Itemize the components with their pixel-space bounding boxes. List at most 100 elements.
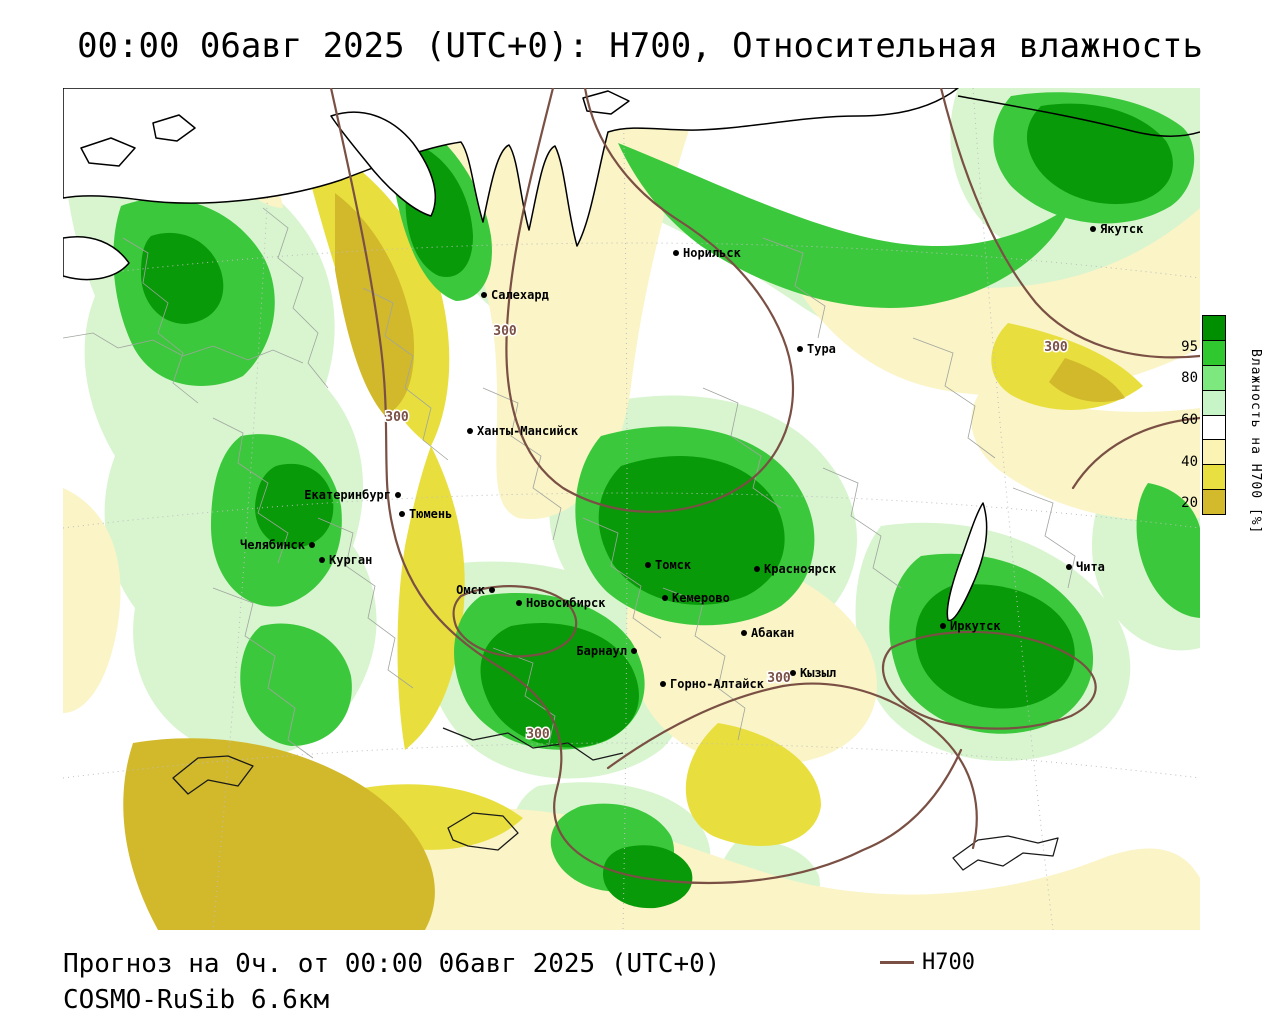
- city: Якутск: [1090, 222, 1144, 236]
- coast-inlet: [63, 236, 130, 281]
- state-border: [952, 835, 1059, 871]
- city-marker: [790, 670, 796, 676]
- footer-captions: Прогноз на 0ч. от 00:00 06авг 2025 (UTC+…: [63, 946, 720, 1018]
- state-border: [442, 727, 624, 761]
- city-marker: [399, 511, 405, 517]
- island: [80, 137, 136, 167]
- colorbar-tick: 80: [1181, 370, 1198, 386]
- colorbar-tick: 20: [1181, 495, 1198, 511]
- city-marker: [741, 630, 747, 636]
- city-label: Якутск: [1100, 222, 1144, 236]
- city: Красноярск: [754, 562, 837, 576]
- humidity-shading-dark-green: [141, 103, 1173, 909]
- colorbar-tick: 60: [1181, 412, 1198, 428]
- city-label: Челябинск: [240, 538, 306, 552]
- city-label: Иркутск: [950, 619, 1001, 633]
- north-east-coast: [957, 95, 1200, 138]
- city: Барнаул: [576, 644, 637, 658]
- colorbar-title: Влажность на H700 [%]: [1248, 349, 1263, 535]
- colorbar: Влажность на H700 [%] 95 80 60 40 20: [1181, 315, 1263, 534]
- colorbar-cell: [1203, 364, 1225, 390]
- colorbar-cell: [1203, 389, 1225, 415]
- city: Кемерово: [662, 591, 730, 605]
- city-label: Кызыл: [800, 666, 836, 680]
- city-label: Тура: [807, 342, 836, 356]
- colorbar-cell: [1203, 464, 1225, 490]
- city-marker: [940, 623, 946, 629]
- graticule-layer: [63, 88, 1200, 930]
- city: Кызыл: [790, 666, 836, 680]
- colorbar-cells: [1202, 315, 1226, 515]
- city-label: Тюмень: [409, 507, 452, 521]
- city: Иркутск: [940, 619, 1001, 633]
- city-label: Абакан: [751, 626, 794, 640]
- contour-value-label: 300: [526, 727, 550, 742]
- state-border: [447, 812, 519, 851]
- colorbar-tick: 95: [1181, 339, 1198, 355]
- humidity-map: 300 300 300 300 300 Норильск Салехард Тура Якут…: [63, 88, 1200, 930]
- map-canvas: 300 300 300 300 300 Норильск Салехард Тура Якут…: [63, 88, 1200, 930]
- colorbar-cell: [1203, 339, 1225, 365]
- contour-value-label: 300: [493, 324, 517, 339]
- city-marker: [1090, 226, 1096, 232]
- contour-value-label: 300: [1044, 340, 1068, 355]
- state-border: [172, 755, 254, 795]
- city-label: Кемерово: [672, 591, 730, 605]
- city-label: Курган: [329, 553, 372, 567]
- humidity-shading-pale-yellow: [63, 88, 1200, 930]
- coastline-layer: [63, 88, 1200, 871]
- colorbar-cell: [1203, 316, 1225, 340]
- city-marker: [395, 492, 401, 498]
- admin-borders-layer: [63, 207, 1076, 759]
- city: Салехард: [481, 288, 549, 302]
- forecast-caption: Прогноз на 0ч. от 00:00 06авг 2025 (UTC+…: [63, 949, 721, 979]
- city-marker: [662, 595, 668, 601]
- city-marker: [309, 542, 315, 548]
- city: Челябинск: [240, 538, 315, 552]
- city: Томск: [645, 558, 692, 572]
- city: Новосибирск: [516, 596, 606, 610]
- city-marker: [467, 428, 473, 434]
- colorbar-tick: 40: [1181, 454, 1198, 470]
- contour-value-label: 300: [767, 671, 791, 686]
- city-marker: [631, 648, 637, 654]
- colorbar-cell: [1203, 414, 1225, 440]
- city-marker: [673, 250, 679, 256]
- city: Екатеринбург: [304, 488, 401, 502]
- city-label: Томск: [655, 558, 692, 572]
- city-marker: [319, 557, 325, 563]
- city-label: Омск: [456, 583, 486, 597]
- city-label: Новосибирск: [526, 596, 606, 610]
- h700-contours-layer: [329, 88, 1200, 885]
- model-caption: COSMO-RuSib 6.6км: [63, 985, 330, 1015]
- city-marker: [754, 566, 760, 572]
- city-label: Ханты-Мансийск: [477, 424, 579, 438]
- city-label: Барнаул: [576, 644, 627, 658]
- city-label: Красноярск: [764, 562, 837, 576]
- city-label: Норильск: [683, 246, 742, 260]
- city-marker: [797, 346, 803, 352]
- page-title: 00:00 06авг 2025 (UTC+0): H700, Относите…: [77, 26, 1203, 66]
- arctic-sea: [63, 88, 959, 247]
- city-label: Горно-Алтайск: [670, 677, 765, 691]
- lake-baikal: [946, 502, 988, 622]
- city: Омск: [456, 583, 495, 597]
- city-marker: [481, 292, 487, 298]
- city: Курган: [319, 553, 372, 567]
- island: [582, 90, 630, 115]
- city-marker: [489, 587, 495, 593]
- contour-labels-layer: 300 300 300 300 300: [384, 323, 1070, 744]
- city: Горно-Алтайск: [660, 677, 765, 691]
- city-marker: [645, 562, 651, 568]
- city: Абакан: [741, 626, 794, 640]
- city-label: Екатеринбург: [304, 488, 391, 502]
- city-marker: [660, 681, 666, 687]
- island: [330, 111, 437, 217]
- city-marker: [516, 600, 522, 606]
- city: Чита: [1066, 560, 1105, 574]
- contour-legend: H700: [880, 950, 975, 975]
- city: Тюмень: [399, 507, 452, 521]
- h700-line-swatch: [880, 961, 914, 964]
- island: [152, 114, 196, 142]
- h700-legend-label: H700: [922, 950, 975, 975]
